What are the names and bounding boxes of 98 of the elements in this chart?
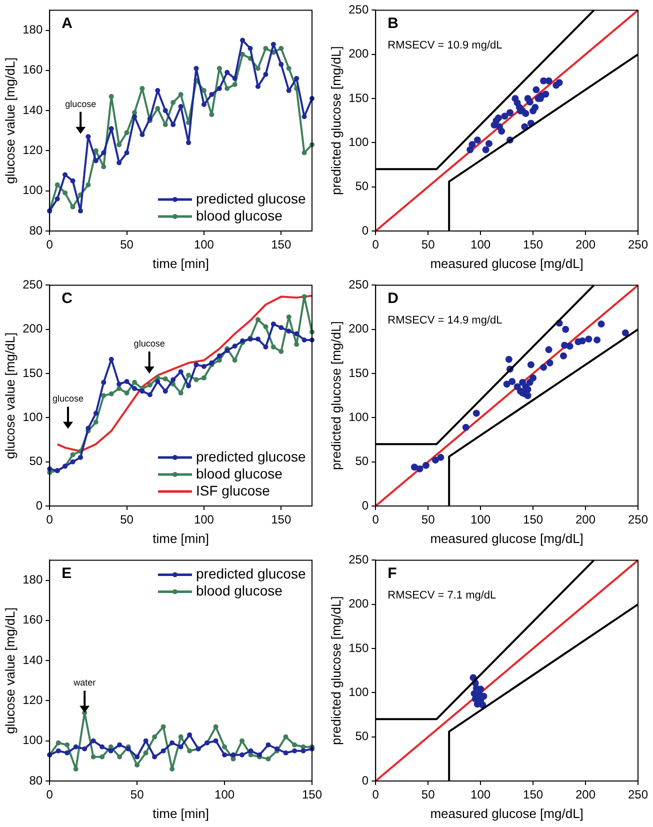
- x-axis-title: time [min]: [152, 530, 209, 546]
- chart-title: B: [388, 14, 399, 32]
- y-tick-label: 200: [22, 322, 43, 336]
- legend-label: blood glucose: [196, 582, 283, 599]
- x-tick-label: 100: [470, 788, 491, 802]
- annotation: water: [72, 678, 96, 688]
- y-axis-title: predicted glucose [mg/dL]: [328, 596, 344, 746]
- y-tick-label: 180: [22, 22, 43, 37]
- chart-title: F: [388, 564, 397, 582]
- x-tick-label: 50: [421, 512, 436, 527]
- y-tick-label: 50: [355, 179, 369, 194]
- x-tick-label: 150: [302, 788, 322, 802]
- legend-label: ISF glucose: [196, 482, 270, 498]
- x-tick-label: 150: [523, 788, 544, 802]
- annotation: glucose: [65, 98, 96, 109]
- y-tick-label: 250: [348, 552, 369, 567]
- x-tick-label: 50: [421, 788, 436, 802]
- legend-label: blood glucose: [196, 465, 283, 482]
- x-tick-label: 100: [470, 238, 491, 252]
- y-tick-label: 250: [22, 278, 43, 292]
- x-tick-label: 0: [372, 512, 380, 527]
- legend-label: predicted glucose: [196, 448, 306, 464]
- y-tick-label: 50: [29, 454, 43, 468]
- x-tick-label: 50: [130, 788, 144, 802]
- x-axis-title: time [min]: [152, 806, 209, 821]
- y-tick-label: 140: [22, 652, 43, 667]
- annotation: glucose: [52, 394, 84, 404]
- annotation: glucose: [134, 338, 165, 349]
- y-tick-label: 150: [348, 640, 369, 655]
- y-tick-label: 0: [362, 498, 369, 512]
- legend-label: predicted glucose: [196, 190, 306, 206]
- x-axis-title: measured glucose [mg/dL]: [430, 256, 584, 271]
- x-tick-label: 200: [576, 788, 596, 802]
- y-tick-label: 150: [348, 90, 369, 105]
- y-tick-label: 200: [348, 322, 369, 336]
- y-tick-label: 50: [355, 729, 369, 744]
- x-tick-label: 250: [628, 512, 648, 527]
- x-axis-title: time [min]: [152, 256, 209, 271]
- x-tick-label: 100: [470, 512, 491, 527]
- y-tick-label: 0: [362, 773, 369, 788]
- x-tick-label: 150: [271, 238, 292, 252]
- x-tick-label: 0: [46, 788, 54, 802]
- chart-title: E: [62, 564, 72, 582]
- y-tick-label: 250: [348, 278, 369, 292]
- chart-title: A: [62, 14, 73, 32]
- y-tick-label: 0: [36, 498, 43, 512]
- y-tick-label: 200: [348, 46, 369, 61]
- y-tick-label: 120: [22, 693, 43, 708]
- y-tick-label: 180: [22, 572, 43, 587]
- y-tick-label: 80: [29, 223, 43, 238]
- y-tick-label: 100: [22, 733, 43, 748]
- x-tick-label: 250: [628, 238, 648, 252]
- y-axis-title: predicted glucose [mg/dL]: [328, 321, 344, 470]
- y-tick-label: 140: [22, 102, 43, 117]
- legend-label: blood glucose: [196, 207, 283, 224]
- y-axis-title: glucose value [mg/dL]: [2, 607, 18, 734]
- y-tick-label: 250: [348, 2, 369, 17]
- x-tick-label: 50: [120, 238, 134, 252]
- annotation: RMSECV = 7.1 mg/dL: [388, 590, 496, 602]
- annotation: RMSECV = 10.9 mg/dL: [388, 40, 502, 52]
- y-tick-label: 160: [22, 612, 43, 627]
- x-tick-label: 0: [46, 238, 54, 252]
- annotation: RMSECV = 14.9 mg/dL: [388, 314, 502, 327]
- y-tick-label: 50: [355, 454, 369, 468]
- y-tick-label: 100: [22, 410, 43, 424]
- x-tick-label: 150: [523, 238, 544, 252]
- y-tick-label: 150: [348, 366, 369, 380]
- y-tick-label: 100: [22, 183, 43, 198]
- y-axis-title: glucose value [mg/dL]: [2, 332, 18, 459]
- y-tick-label: 100: [348, 684, 369, 699]
- y-tick-label: 120: [22, 143, 43, 158]
- x-tick-label: 50: [421, 238, 436, 252]
- x-tick-label: 0: [372, 238, 380, 252]
- x-tick-label: 150: [271, 512, 292, 527]
- x-tick-label: 0: [46, 512, 54, 527]
- x-tick-label: 100: [194, 512, 214, 527]
- x-tick-label: 0: [372, 788, 380, 802]
- x-tick-label: 100: [214, 788, 235, 802]
- x-axis-title: measured glucose [mg/dL]: [430, 806, 584, 821]
- y-axis-title: glucose value [mg/dL]: [2, 57, 18, 184]
- y-tick-label: 80: [29, 773, 43, 788]
- y-tick-label: 150: [22, 366, 43, 380]
- y-tick-label: 100: [348, 410, 369, 424]
- x-tick-label: 150: [523, 512, 544, 527]
- x-tick-label: 200: [576, 238, 596, 252]
- y-tick-label: 160: [22, 62, 43, 77]
- x-axis-title: measured glucose [mg/dL]: [430, 530, 584, 546]
- chart-title: D: [388, 290, 399, 307]
- x-tick-label: 200: [576, 512, 596, 527]
- y-tick-label: 100: [348, 134, 369, 149]
- x-tick-label: 250: [628, 788, 648, 802]
- y-axis-title: predicted glucose [mg/dL]: [328, 46, 344, 196]
- x-tick-label: 100: [194, 238, 214, 252]
- x-tick-label: 50: [120, 512, 134, 527]
- y-tick-label: 0: [362, 223, 369, 238]
- legend-label: predicted glucose: [196, 566, 306, 582]
- chart-title: C: [62, 290, 73, 307]
- y-tick-label: 200: [348, 596, 369, 611]
